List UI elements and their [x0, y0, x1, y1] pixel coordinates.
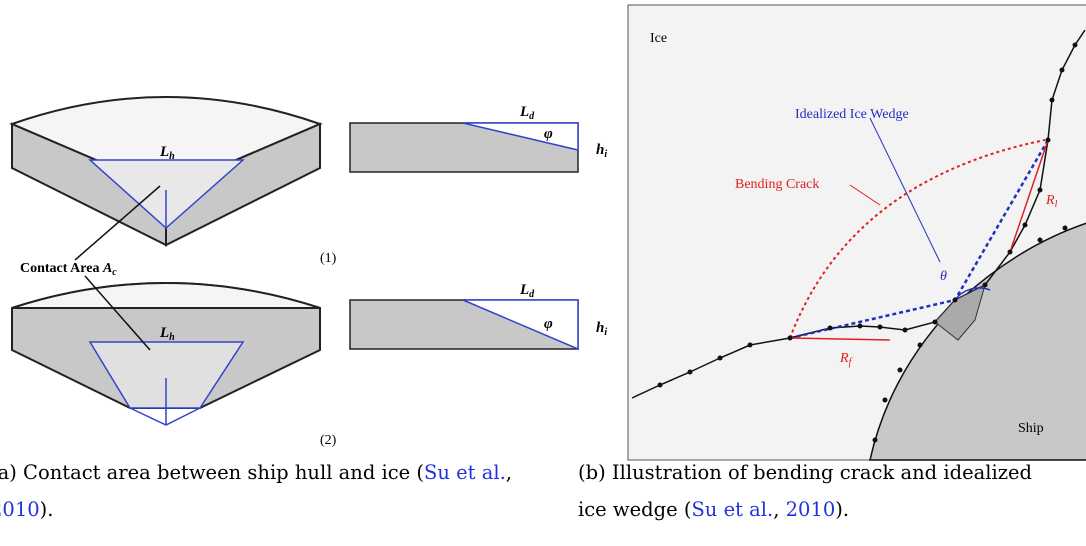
- text: Contact Area: [20, 261, 103, 276]
- hull-1: [12, 97, 320, 245]
- page: {"figure_a": { "panel_1": {"lh": {"main"…: [0, 0, 1086, 546]
- label-ship: Ship: [1018, 421, 1044, 436]
- citation-link[interactable]: Su et al.: [424, 461, 506, 484]
- panel-number: (1): [320, 251, 337, 266]
- figure-b: [628, 5, 1086, 460]
- panel-number: (2): [320, 433, 337, 448]
- caption-text: ,: [773, 498, 785, 521]
- symbol: L: [519, 104, 529, 120]
- subscript: c: [112, 267, 117, 278]
- label-ld: Ld: [519, 104, 535, 122]
- subscript: i: [604, 327, 607, 338]
- symbol: R: [839, 351, 849, 366]
- symbol: h: [596, 320, 604, 336]
- caption-text: ,: [506, 461, 512, 484]
- body: Lh Ld φ hi (1) Lh Ld φ hi (2) Contact Ar…: [0, 0, 1086, 546]
- subscript: i: [604, 149, 607, 160]
- symbol: L: [159, 144, 169, 160]
- subscript: h: [169, 151, 175, 162]
- symbol: L: [519, 282, 529, 298]
- label-contact-area: Contact Area Ac: [20, 261, 117, 278]
- caption-text: (a) Contact area between ship hull and i…: [0, 461, 424, 484]
- citation-link[interactable]: 2010: [0, 498, 40, 521]
- label-phi: φ: [544, 316, 553, 332]
- label-wedge: Idealized Ice Wedge: [795, 107, 909, 122]
- symbol: A: [102, 261, 112, 276]
- caption-b: (b) Illustration of bending crack and id…: [578, 454, 1048, 528]
- label-hi: hi: [596, 320, 607, 338]
- caption-a: (a) Contact area between ship hull and i…: [0, 454, 565, 528]
- citation-link[interactable]: Su et al.: [691, 498, 773, 521]
- subscript: d: [529, 289, 535, 300]
- label-ice: Ice: [650, 31, 667, 46]
- label-theta: θ: [940, 269, 947, 284]
- subscript: h: [169, 332, 175, 343]
- subscript: l: [1055, 199, 1058, 210]
- label-ld: Ld: [519, 282, 535, 300]
- caption-text: ).: [835, 498, 849, 521]
- label-crack: Bending Crack: [735, 177, 819, 192]
- citation-link[interactable]: 2010: [786, 498, 836, 521]
- symbol: L: [159, 325, 169, 341]
- label-phi: φ: [544, 126, 553, 142]
- hull-2: [12, 283, 320, 425]
- label-hi: hi: [596, 142, 607, 160]
- symbol: R: [1045, 193, 1055, 208]
- symbol: h: [596, 142, 604, 158]
- caption-text: ).: [40, 498, 54, 521]
- subscript: d: [529, 111, 535, 122]
